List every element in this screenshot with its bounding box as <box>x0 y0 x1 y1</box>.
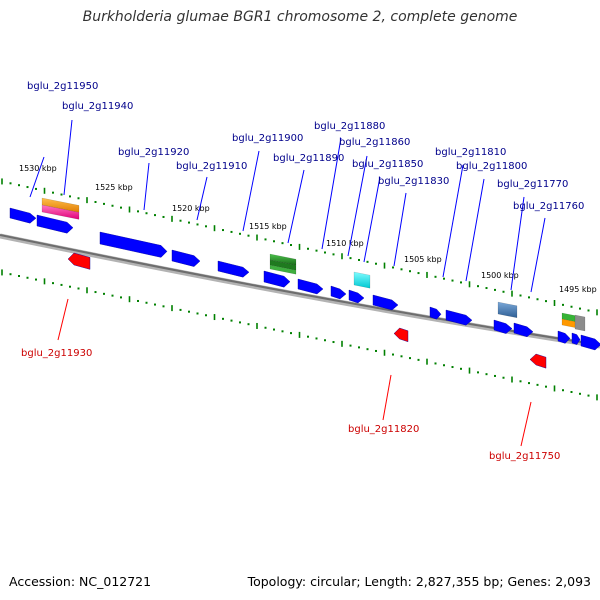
reverse-gene-labels: bglu_2g11930 bglu_2g11820 bglu_2g11750 <box>21 348 560 462</box>
reverse-gene-arrow <box>393 327 409 343</box>
forward-gene-label: bglu_2g11850 <box>352 159 423 170</box>
pink-feature-box <box>41 204 80 220</box>
scale-label: 1530 kbp <box>19 164 57 173</box>
forward-gene-arrow <box>36 214 74 234</box>
forward-gene-arrow <box>263 270 291 288</box>
forward-gene-arrow <box>99 231 168 258</box>
forward-gene-arrow <box>171 249 201 267</box>
scale-ticks <box>1 178 598 401</box>
forward-label-leader <box>442 164 464 278</box>
forward-gene-labels: bglu_2g11950bglu_2g11940bglu_2g11920bglu… <box>27 81 584 212</box>
genes-label: Genes: <box>507 574 552 589</box>
genome-summary: Topology: circular; Length: 2,827,355 bp… <box>247 574 591 589</box>
genes-value: 2,093 <box>555 574 591 589</box>
reverse-gene-label: bglu_2g11750 <box>489 451 560 462</box>
forward-gene-label: bglu_2g11940 <box>62 101 133 112</box>
forward-label-leader <box>63 119 73 196</box>
reverse-gene-arrow <box>67 252 91 270</box>
map-title: Burkholderia glumae BGR1 chromosome 2, c… <box>82 9 518 25</box>
forward-label-leader <box>29 156 45 198</box>
forward-gene-label: bglu_2g11770 <box>497 179 568 190</box>
reverse-gene-label: bglu_2g11930 <box>21 348 92 359</box>
forward-gene-arrow <box>571 332 581 345</box>
forward-gene-arrow <box>513 322 534 338</box>
length-label: Length: <box>364 574 412 589</box>
forward-gene-arrow <box>429 306 442 320</box>
forward-label-leader <box>347 155 368 257</box>
forward-label-leader <box>393 192 407 267</box>
length-value: 2,827,355 bp <box>415 574 500 589</box>
reverse-label-leader <box>382 374 392 421</box>
topology-value: circular <box>310 574 357 589</box>
forward-gene-arrow <box>445 309 473 326</box>
forward-gene-label: bglu_2g11760 <box>513 201 584 212</box>
forward-label-leader <box>242 150 260 232</box>
forward-label-leader <box>465 178 485 282</box>
forward-gene-arrow <box>297 278 324 295</box>
forward-gene-label: bglu_2g11910 <box>176 161 247 172</box>
forward-gene-arrow <box>348 289 365 304</box>
gene-features <box>9 197 600 369</box>
scale-label: 1500 kbp <box>481 271 519 280</box>
forward-gene-arrow <box>217 260 250 278</box>
forward-gene-arrow <box>330 285 347 300</box>
forward-gene-label: bglu_2g11880 <box>314 121 385 132</box>
forward-gene-label: bglu_2g11890 <box>273 153 344 164</box>
label-leaders <box>29 119 546 447</box>
forward-gene-label: bglu_2g11810 <box>435 147 506 158</box>
forward-label-leader <box>530 217 546 293</box>
reverse-label-leader <box>57 298 69 341</box>
forward-gene-label: bglu_2g11800 <box>456 161 527 172</box>
cyan-feature-box <box>353 271 371 289</box>
scale-label: 1505 kbp <box>404 255 442 264</box>
forward-gene-label: bglu_2g11830 <box>378 176 449 187</box>
forward-gene-arrow <box>9 207 37 224</box>
scale-label: 1495 kbp <box>559 285 597 294</box>
scale-label: 1515 kbp <box>249 222 287 231</box>
forward-gene-label: bglu_2g11860 <box>339 137 410 148</box>
forward-gene-arrow <box>580 334 600 351</box>
scale-labels: 1530 kbp 1525 kbp 1520 kbp 1515 kbp 1510 kbp… <box>19 164 597 294</box>
reverse-gene-arrow <box>529 353 547 369</box>
reverse-gene-label: bglu_2g11820 <box>348 424 419 435</box>
accession-info: Accession: NC_012721 <box>9 574 151 589</box>
forward-label-leader <box>510 196 525 291</box>
scale-label: 1520 kbp <box>172 204 210 213</box>
forward-gene-arrow <box>557 330 571 344</box>
forward-label-leader <box>321 137 342 250</box>
accession-value: NC_012721 <box>79 574 152 589</box>
green-feature-box <box>269 264 297 275</box>
accession-label: Accession: <box>9 574 76 589</box>
scale-label: 1510 kbp <box>326 239 364 248</box>
forward-gene-arrow <box>493 319 513 334</box>
reverse-label-leader <box>520 401 532 447</box>
scale-label: 1525 kbp <box>95 183 133 192</box>
gray-feature-box <box>574 314 586 332</box>
steel-feature-box <box>497 301 518 319</box>
forward-gene-label: bglu_2g11900 <box>232 133 303 144</box>
forward-label-leader <box>196 176 208 221</box>
forward-label-leader <box>287 169 305 244</box>
forward-gene-label: bglu_2g11920 <box>118 147 189 158</box>
forward-gene-arrow <box>372 294 399 311</box>
forward-label-leader <box>363 176 381 263</box>
topology-label: Topology: <box>247 574 307 589</box>
forward-label-leader <box>143 162 150 211</box>
forward-gene-label: bglu_2g11950 <box>27 81 98 92</box>
